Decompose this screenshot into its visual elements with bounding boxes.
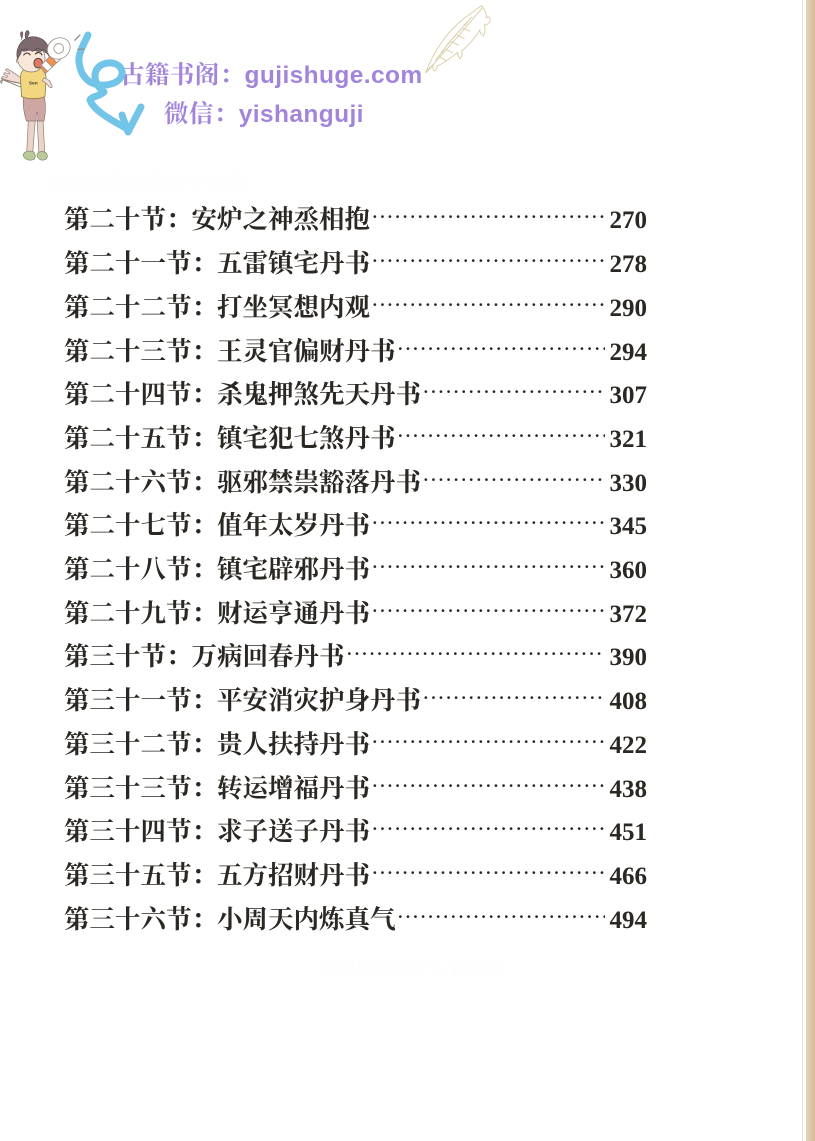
svg-text:Sen: Sen bbox=[29, 81, 38, 87]
